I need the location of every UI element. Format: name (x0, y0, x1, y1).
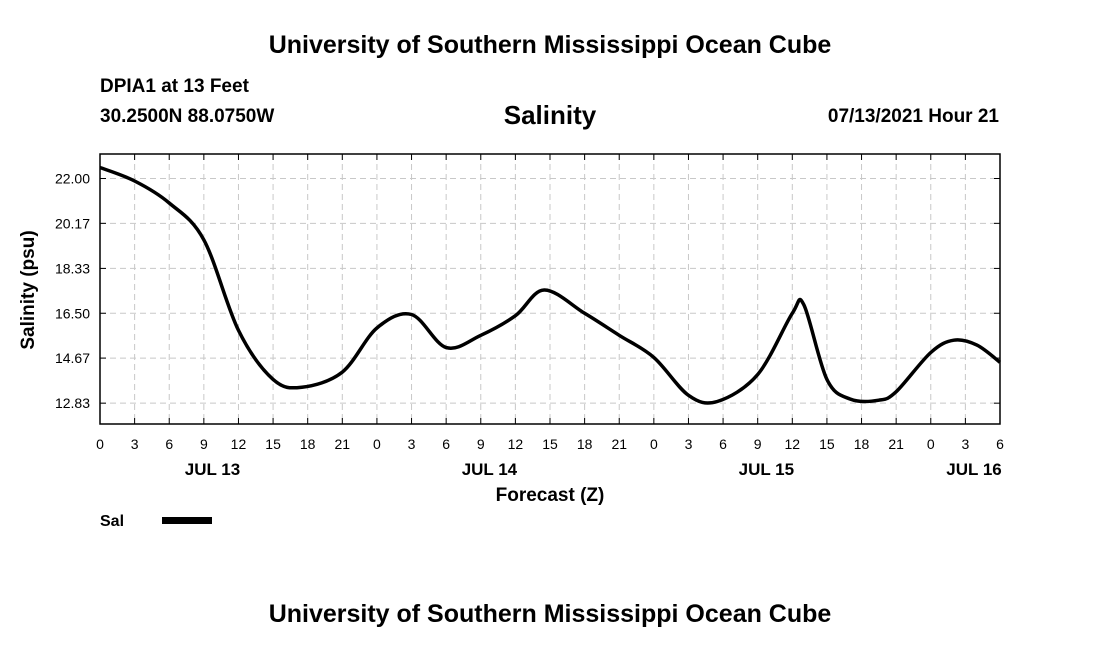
x-tick-label: 6 (719, 436, 727, 452)
x-tick-label: 0 (650, 436, 658, 452)
salinity-series-line (99, 165, 1002, 405)
x-tick-label: 6 (996, 436, 1004, 452)
x-tick-label: 3 (131, 436, 139, 452)
coordinates-label: 30.2500N 88.0750W (100, 106, 275, 127)
legend-label: Sal (100, 513, 124, 530)
y-tick-label: 20.17 (55, 215, 90, 231)
day-label: JUL 13 (185, 460, 240, 479)
x-tick-label: 9 (754, 436, 762, 452)
x-tick-label: 3 (408, 436, 416, 452)
station-label: DPIA1 at 13 Feet (100, 76, 249, 97)
x-tick-label: 12 (785, 436, 801, 452)
x-tick-label: 6 (165, 436, 173, 452)
x-tick-label: 0 (373, 436, 381, 452)
day-label: JUL 14 (462, 460, 518, 479)
day-label: JUL 15 (739, 460, 794, 479)
x-tick-label: 21 (888, 436, 904, 452)
y-tick-label: 14.67 (55, 350, 90, 366)
y-tick-label: 12.83 (55, 395, 90, 411)
x-tick-label: 18 (854, 436, 870, 452)
x-tick-label: 9 (200, 436, 208, 452)
x-tick-label: 9 (477, 436, 485, 452)
x-tick-label: 21 (611, 436, 627, 452)
x-tick-label: 18 (577, 436, 593, 452)
x-tick-label: 21 (335, 436, 351, 452)
datetime-label: 07/13/2021 Hour 21 (827, 106, 999, 127)
x-tick-label: 15 (819, 436, 835, 452)
legend-swatch (162, 517, 212, 524)
footer-title: University of Southern Mississippi Ocean… (268, 600, 832, 628)
x-tick-label: 12 (231, 436, 247, 452)
y-axis-label: Salinity (psu) (18, 230, 39, 349)
y-tick-label: 18.33 (55, 260, 90, 276)
y-tick-label: 16.50 (55, 305, 90, 321)
chart-title: Salinity (503, 100, 597, 130)
day-label: JUL 16 (946, 460, 1001, 479)
page-title: University of Southern Mississippi Ocean… (268, 31, 832, 59)
x-tick-label: 15 (265, 436, 281, 452)
x-tick-label: 6 (442, 436, 450, 452)
x-tick-label: 15 (542, 436, 558, 452)
x-tick-label: 12 (508, 436, 524, 452)
x-tick-label: 0 (927, 436, 935, 452)
x-tick-label: 18 (300, 436, 316, 452)
x-tick-label: 0 (96, 436, 104, 452)
x-tick-label: 3 (685, 436, 693, 452)
x-axis-label: Forecast (Z) (496, 485, 605, 506)
y-tick-label: 22.00 (55, 171, 90, 187)
x-tick-label: 3 (961, 436, 969, 452)
